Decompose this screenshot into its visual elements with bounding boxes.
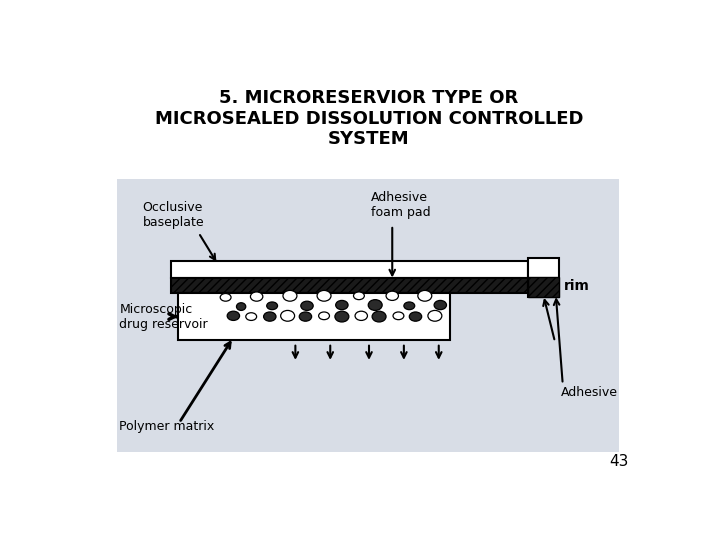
Ellipse shape <box>283 291 297 301</box>
Ellipse shape <box>300 312 312 321</box>
Ellipse shape <box>317 291 331 301</box>
Ellipse shape <box>301 301 313 310</box>
Bar <box>117 179 619 452</box>
Ellipse shape <box>281 310 294 321</box>
Ellipse shape <box>336 300 348 309</box>
Ellipse shape <box>236 303 246 310</box>
Ellipse shape <box>251 292 263 301</box>
Text: Adhesive: Adhesive <box>561 386 618 399</box>
Ellipse shape <box>428 310 442 321</box>
Ellipse shape <box>220 294 231 301</box>
Bar <box>528 276 559 296</box>
Text: Polymer matrix: Polymer matrix <box>120 420 215 433</box>
Bar <box>528 258 559 296</box>
Ellipse shape <box>335 311 349 322</box>
Ellipse shape <box>228 311 240 320</box>
Ellipse shape <box>393 312 404 320</box>
Bar <box>178 294 451 340</box>
Ellipse shape <box>354 292 364 300</box>
Text: Microscopic
drug reservoir: Microscopic drug reservoir <box>120 302 208 330</box>
Ellipse shape <box>319 312 330 320</box>
Ellipse shape <box>409 312 422 321</box>
Ellipse shape <box>418 291 432 301</box>
Ellipse shape <box>372 311 386 322</box>
Bar <box>171 278 528 294</box>
Bar <box>171 261 528 278</box>
Text: 43: 43 <box>609 454 629 469</box>
Ellipse shape <box>266 302 277 309</box>
Text: rim: rim <box>564 279 590 293</box>
Text: 5. MICRORESERVIOR TYPE OR
MICROSEALED DISSOLUTION CONTROLLED
SYSTEM: 5. MICRORESERVIOR TYPE OR MICROSEALED DI… <box>155 89 583 148</box>
Ellipse shape <box>434 300 446 309</box>
Ellipse shape <box>368 300 382 310</box>
Ellipse shape <box>386 291 398 300</box>
Ellipse shape <box>355 311 367 320</box>
Ellipse shape <box>404 302 415 309</box>
Ellipse shape <box>246 313 256 320</box>
Text: Adhesive
foam pad: Adhesive foam pad <box>371 191 430 219</box>
Ellipse shape <box>264 312 276 321</box>
Text: Occlusive
baseplate: Occlusive baseplate <box>143 201 204 229</box>
